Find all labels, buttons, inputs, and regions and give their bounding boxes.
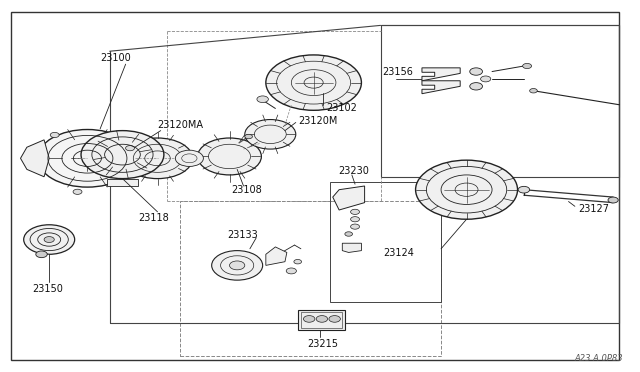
Polygon shape: [422, 81, 460, 94]
Circle shape: [351, 217, 360, 222]
Circle shape: [257, 96, 268, 103]
Polygon shape: [342, 243, 362, 253]
Circle shape: [266, 55, 362, 110]
Text: 23102: 23102: [326, 103, 357, 113]
Text: 23100: 23100: [100, 52, 131, 62]
Text: 23230: 23230: [338, 166, 369, 176]
Polygon shape: [333, 186, 365, 210]
Circle shape: [481, 76, 491, 82]
Circle shape: [81, 131, 164, 179]
Text: 23124: 23124: [384, 248, 415, 258]
Bar: [301, 311, 342, 328]
Circle shape: [198, 138, 261, 175]
Circle shape: [245, 119, 296, 149]
Text: 23127: 23127: [578, 204, 609, 214]
Circle shape: [36, 251, 47, 258]
Polygon shape: [20, 140, 49, 177]
Text: 23108: 23108: [231, 185, 262, 195]
Circle shape: [608, 197, 618, 203]
Circle shape: [50, 132, 59, 138]
Polygon shape: [266, 247, 287, 265]
Circle shape: [122, 138, 193, 179]
Circle shape: [73, 189, 82, 195]
Circle shape: [212, 251, 262, 280]
Circle shape: [345, 232, 353, 236]
Bar: [381, 25, 620, 177]
Bar: [180, 201, 441, 356]
Text: 23118: 23118: [138, 213, 169, 223]
Text: 23215: 23215: [307, 339, 339, 349]
Circle shape: [530, 89, 538, 93]
Circle shape: [230, 261, 245, 270]
Circle shape: [470, 68, 483, 75]
Circle shape: [415, 160, 518, 219]
Circle shape: [303, 315, 315, 322]
Circle shape: [294, 260, 301, 264]
Circle shape: [351, 224, 360, 229]
Text: 23120M: 23120M: [298, 116, 338, 126]
Circle shape: [329, 315, 340, 322]
Circle shape: [24, 225, 75, 254]
Polygon shape: [422, 68, 460, 81]
Circle shape: [125, 145, 134, 151]
Circle shape: [351, 209, 360, 214]
Text: 23133: 23133: [228, 230, 259, 240]
Circle shape: [38, 129, 137, 187]
Circle shape: [175, 150, 204, 166]
Text: 23156: 23156: [382, 67, 413, 77]
Text: 23120MA: 23120MA: [157, 120, 204, 130]
Circle shape: [316, 315, 328, 322]
Circle shape: [286, 268, 296, 274]
Circle shape: [44, 237, 54, 243]
Circle shape: [518, 186, 530, 193]
Polygon shape: [106, 179, 138, 186]
Text: 23150: 23150: [32, 283, 63, 294]
Circle shape: [245, 134, 252, 139]
Text: A23 A 0P83: A23 A 0P83: [574, 354, 623, 363]
Circle shape: [470, 83, 483, 90]
Bar: [330, 182, 441, 302]
Bar: [298, 310, 346, 330]
Circle shape: [523, 63, 532, 68]
